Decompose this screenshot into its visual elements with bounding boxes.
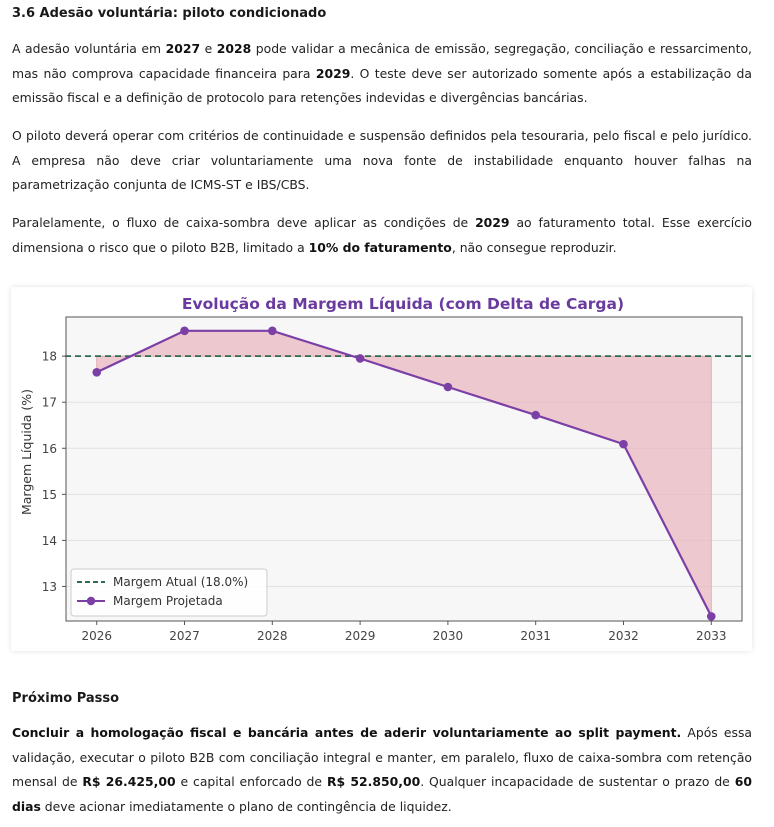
chart-card: Evolução da Margem Líquida (com Delta de…: [11, 287, 752, 651]
x-tick-label: 2026: [81, 629, 112, 643]
bold-enforced-capital: R$ 52.850,00: [326, 774, 421, 789]
y-tick-label: 17: [42, 396, 57, 410]
paragraph-next-step: Concluir a homologação fiscal e bancária…: [12, 721, 752, 819]
text-run: e: [200, 41, 217, 56]
text-run: A adesão voluntária em: [12, 41, 166, 56]
x-tick-label: 2032: [608, 629, 639, 643]
data-point: [355, 354, 365, 363]
x-tick-label: 2031: [520, 629, 551, 643]
bold-percent-faturamento: 10% do faturamento: [308, 239, 452, 255]
section-title: 3.6 Adesão voluntária: piloto condiciona…: [12, 6, 327, 21]
legend-series-marker: [86, 596, 96, 606]
plot-frame: [65, 316, 743, 622]
bold-days: 60 dias: [12, 774, 752, 814]
bold-monthly-retention: R$ 26.425,00: [82, 774, 176, 789]
text-run: pode validar a mecânica de emissão, segr…: [12, 41, 752, 81]
data-point: [268, 326, 277, 336]
text-run: O piloto deverá operar com critérios de …: [12, 128, 752, 192]
x-tick-label: 2027: [169, 629, 200, 643]
text-run: . O teste deve ser autorizado somente ap…: [12, 65, 752, 106]
legend-box: [70, 568, 268, 617]
x-tick-label: 2029: [345, 629, 376, 643]
bold-year-2027: 2027: [165, 41, 201, 56]
x-tick-label: 2028: [257, 629, 288, 643]
chart-title: Evolução da Margem Líquida (com Delta de…: [182, 295, 624, 313]
data-point: [619, 439, 628, 449]
bold-year-2029: 2029: [315, 65, 351, 81]
legend-reference-label: Margem Atual (18.0%): [113, 575, 248, 589]
text-run: Paralelamente, o fluxo de caixa-sombra d…: [12, 215, 476, 230]
data-point: [180, 326, 189, 336]
bold-year-2028: 2028: [216, 41, 252, 56]
x-tick-label: 2030: [433, 629, 464, 643]
paragraph-piloto: O piloto deverá operar com critérios de …: [12, 124, 752, 198]
y-tick-label: 16: [42, 442, 57, 456]
data-point: [531, 410, 540, 420]
y-tick-label: 14: [42, 534, 57, 548]
text-run: deve acionar imediatamente o plano de co…: [40, 798, 452, 814]
y-axis-label: Margem Líquida (%): [19, 389, 34, 515]
bold-year-2029: 2029: [475, 215, 510, 230]
data-point: [92, 367, 102, 377]
y-tick-label: 15: [42, 488, 57, 502]
text-run: Após essa validação, executar o piloto B…: [12, 725, 752, 789]
paragraph-adesao: A adesão voluntária em 2027 e 2028 pode …: [12, 37, 752, 111]
margin-chart: Evolução da Margem Líquida (com Delta de…: [19, 295, 751, 643]
text-run: e capital enforcado de: [175, 774, 327, 789]
text-run: . Qualquer incapacidade de sustentar o p…: [420, 774, 735, 789]
bold-recommendation: Concluir a homologação fiscal e bancária…: [12, 725, 682, 740]
legend-series-label: Margem Projetada: [113, 594, 223, 608]
y-tick-label: 18: [42, 350, 57, 364]
series-line: [96, 329, 713, 617]
data-point: [706, 612, 716, 621]
next-step-title: Próximo Passo: [12, 691, 120, 706]
y-tick-label: 13: [42, 580, 57, 594]
chart-legend: Margem Atual (18.0%) Margem Projetada: [70, 568, 268, 617]
data-point: [443, 382, 453, 392]
paragraph-caixa-sombra: Paralelamente, o fluxo de caixa-sombra d…: [12, 211, 752, 260]
text-run: , não consegue reproduzir.: [451, 239, 617, 255]
text-run: ao faturamento total. Esse exercício dim…: [12, 215, 752, 255]
x-tick-label: 2033: [696, 629, 727, 643]
